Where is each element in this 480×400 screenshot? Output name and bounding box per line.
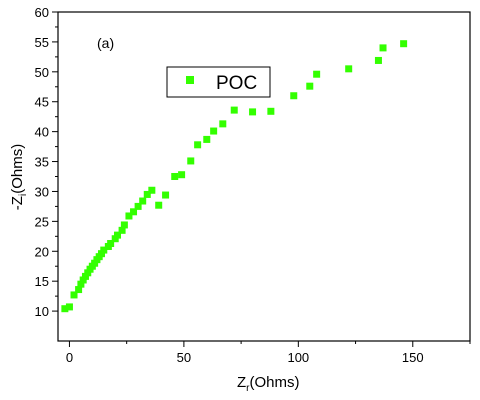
axis-ticks: 0 50 100 150 10 15 20 25 30 35 40 45 50 55 60 (35, 5, 471, 365)
data-point (187, 157, 195, 165)
x-tick-label: 50 (177, 350, 191, 365)
legend-label-poc: POC (216, 73, 257, 94)
data-point (91, 259, 99, 267)
data-point (77, 280, 85, 288)
data-point (155, 201, 163, 209)
y-tick-label: 15 (35, 274, 49, 289)
data-point (79, 276, 87, 284)
data-point (379, 44, 387, 52)
data-point (194, 141, 202, 149)
data-point (306, 82, 314, 90)
y-tick-label: 30 (35, 184, 49, 199)
y-tick-label: 35 (35, 155, 49, 170)
plot-frame (57, 11, 471, 342)
legend: POC (166, 66, 271, 98)
data-point (267, 107, 275, 115)
y-tick-label: 20 (35, 244, 49, 259)
data-point (75, 286, 83, 294)
data-point (290, 92, 298, 100)
y-axis-title-subscript: i (18, 194, 29, 196)
data-point (118, 226, 126, 234)
data-point (148, 186, 156, 194)
data-point (313, 70, 321, 78)
data-point (70, 291, 78, 299)
data-point (171, 173, 179, 180)
y-tick-label: 45 (35, 95, 49, 110)
x-axis-title: Zr(Ohms) (237, 374, 300, 394)
y-tick-label: 40 (35, 125, 49, 140)
data-point (107, 239, 115, 247)
data-points (61, 40, 408, 313)
y-axis-title-main: -Z (9, 196, 26, 210)
y-axis-title: -Zi(Ohms) (9, 144, 29, 210)
y-tick-label: 50 (35, 65, 49, 80)
data-point (111, 235, 119, 243)
data-point (84, 269, 92, 277)
data-point (114, 231, 122, 239)
data-point (139, 197, 147, 205)
data-point (219, 120, 227, 128)
data-point (345, 65, 353, 73)
legend-box (166, 66, 271, 98)
data-point (120, 221, 128, 229)
data-point (162, 191, 170, 199)
panel-label: (a) (97, 35, 114, 51)
y-tick-label: 60 (35, 5, 49, 20)
data-point (97, 250, 105, 258)
y-tick-label: 10 (35, 304, 49, 319)
data-point (143, 190, 151, 198)
data-point (134, 202, 142, 210)
data-point (400, 40, 408, 48)
y-tick-label: 55 (35, 35, 49, 50)
x-axis-title-main: Z (237, 374, 246, 391)
data-point (65, 303, 73, 311)
legend-marker-poc (186, 76, 194, 84)
data-point (203, 135, 211, 143)
x-tick-label: 150 (402, 350, 424, 365)
x-tick-label: 0 (66, 350, 73, 365)
x-tick-label: 100 (287, 350, 309, 365)
data-point (249, 108, 257, 116)
y-tick-label: 25 (35, 214, 49, 229)
data-point (230, 106, 238, 114)
data-point (130, 208, 138, 216)
data-point (81, 272, 89, 280)
data-point (374, 56, 382, 64)
x-axis-title-subscript: r (246, 383, 250, 394)
data-point (100, 246, 108, 254)
y-axis-title-unit: (Ohms) (9, 144, 26, 194)
x-axis-title-unit: (Ohms) (250, 374, 300, 391)
data-point (125, 212, 133, 220)
data-point (61, 305, 69, 313)
data-point (210, 127, 218, 135)
data-point (178, 171, 186, 179)
